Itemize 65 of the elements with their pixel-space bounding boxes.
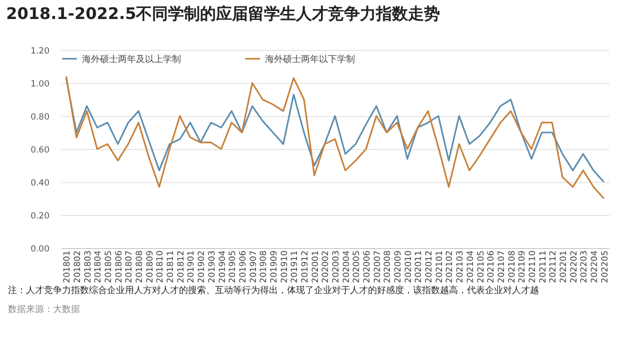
x-tick-label: 201912 xyxy=(300,250,310,283)
x-tick-label: 202106 xyxy=(486,250,497,283)
x-tick-label: 202204 xyxy=(590,250,600,283)
x-tick-label: 202101 xyxy=(434,250,445,283)
x-tick-label: 201908 xyxy=(259,250,270,283)
x-tick-label: 202009 xyxy=(394,250,404,283)
x-tick-label: 201812 xyxy=(176,250,186,283)
y-tick-label: 1.20 xyxy=(30,46,50,56)
y-tick-label: 0.80 xyxy=(30,112,50,122)
x-tick-label: 201904 xyxy=(218,250,228,283)
x-tick-label: 201906 xyxy=(238,250,248,283)
text: 注：人才竞争力指数综合企业用人方对人才的搜索、互动等行为得出，体现了企业对于人才的好感度，该指数越高，代表企业对人才越 xyxy=(8,285,540,298)
x-tick-label: 201804 xyxy=(94,250,104,283)
y-tick-label: 0.60 xyxy=(30,146,50,156)
x-tick-label: 201803 xyxy=(83,250,94,283)
legend-label: 海外硕士两年以下学制 xyxy=(265,54,355,65)
x-tick-label: 201801 xyxy=(62,250,73,283)
x-tick-label: 201911 xyxy=(290,250,300,283)
x-tick-label: 201902 xyxy=(197,250,208,283)
y-tick-label: 0.20 xyxy=(30,212,50,222)
x-tick-label: 202011 xyxy=(414,250,424,283)
y-tick-label: 0.40 xyxy=(30,178,50,188)
y-tick-label: 1.00 xyxy=(30,80,50,90)
x-tick-label: 202109 xyxy=(518,250,528,283)
x-tick-label: 202202 xyxy=(569,250,580,283)
x-tick-label: 201905 xyxy=(228,250,238,283)
x-tick-label: 202001 xyxy=(310,250,321,283)
x-tick-label: 201805 xyxy=(104,250,114,283)
x-tick-label: 202107 xyxy=(496,250,507,283)
x-tick-label: 202111 xyxy=(538,250,548,283)
x-tick-label: 202012 xyxy=(424,250,435,283)
x-tick-label: 202005 xyxy=(352,250,362,283)
x-tick-label: 202108 xyxy=(507,250,518,283)
x-tick-label: 202110 xyxy=(528,250,538,283)
y-tick-label: 0.00 xyxy=(30,244,50,254)
x-tick-label: 201808 xyxy=(135,250,146,283)
x-tick-label: 201807 xyxy=(124,250,135,283)
legend-label: 海外硕士两年及以上学制 xyxy=(82,54,181,65)
x-tick-label: 201901 xyxy=(186,250,197,283)
x-tick-label: 202105 xyxy=(476,250,486,283)
x-tick-label: 202007 xyxy=(372,250,383,283)
x-tick-label: 202102 xyxy=(445,250,456,283)
x-tick-label: 202003 xyxy=(332,250,342,283)
source-note: 数据来源：大数据 xyxy=(8,304,81,317)
x-tick-label: 202112 xyxy=(548,250,559,283)
x-tick-label: 201907 xyxy=(248,250,259,283)
x-tick-label: 202205 xyxy=(600,250,610,283)
x-tick-label: 202104 xyxy=(466,250,476,283)
x-tick-label: 201903 xyxy=(207,250,218,283)
x-tick-label: 202002 xyxy=(321,250,332,283)
x-tick-label: 202203 xyxy=(580,250,590,283)
x-tick-label: 202010 xyxy=(404,250,414,283)
x-tick-label: 201802 xyxy=(73,250,84,283)
x-tick-label: 201809 xyxy=(145,250,156,283)
x-tick-label: 201909 xyxy=(269,250,280,283)
x-tick-label: 202004 xyxy=(342,250,352,283)
x-tick-label: 201810 xyxy=(156,250,166,283)
x-tick-label: 201811 xyxy=(166,250,176,283)
x-tick-label: 202006 xyxy=(362,250,373,283)
x-tick-label: 201806 xyxy=(114,250,124,283)
chart-title: 2018.1-2022.5不同学制的应届留学生人才竞争力指数走势 xyxy=(6,4,440,23)
x-tick-label: 202008 xyxy=(383,250,394,283)
x-tick-label: 201910 xyxy=(280,250,290,283)
x-tick-label: 202201 xyxy=(558,250,569,283)
x-tick-label: 202103 xyxy=(456,250,466,283)
